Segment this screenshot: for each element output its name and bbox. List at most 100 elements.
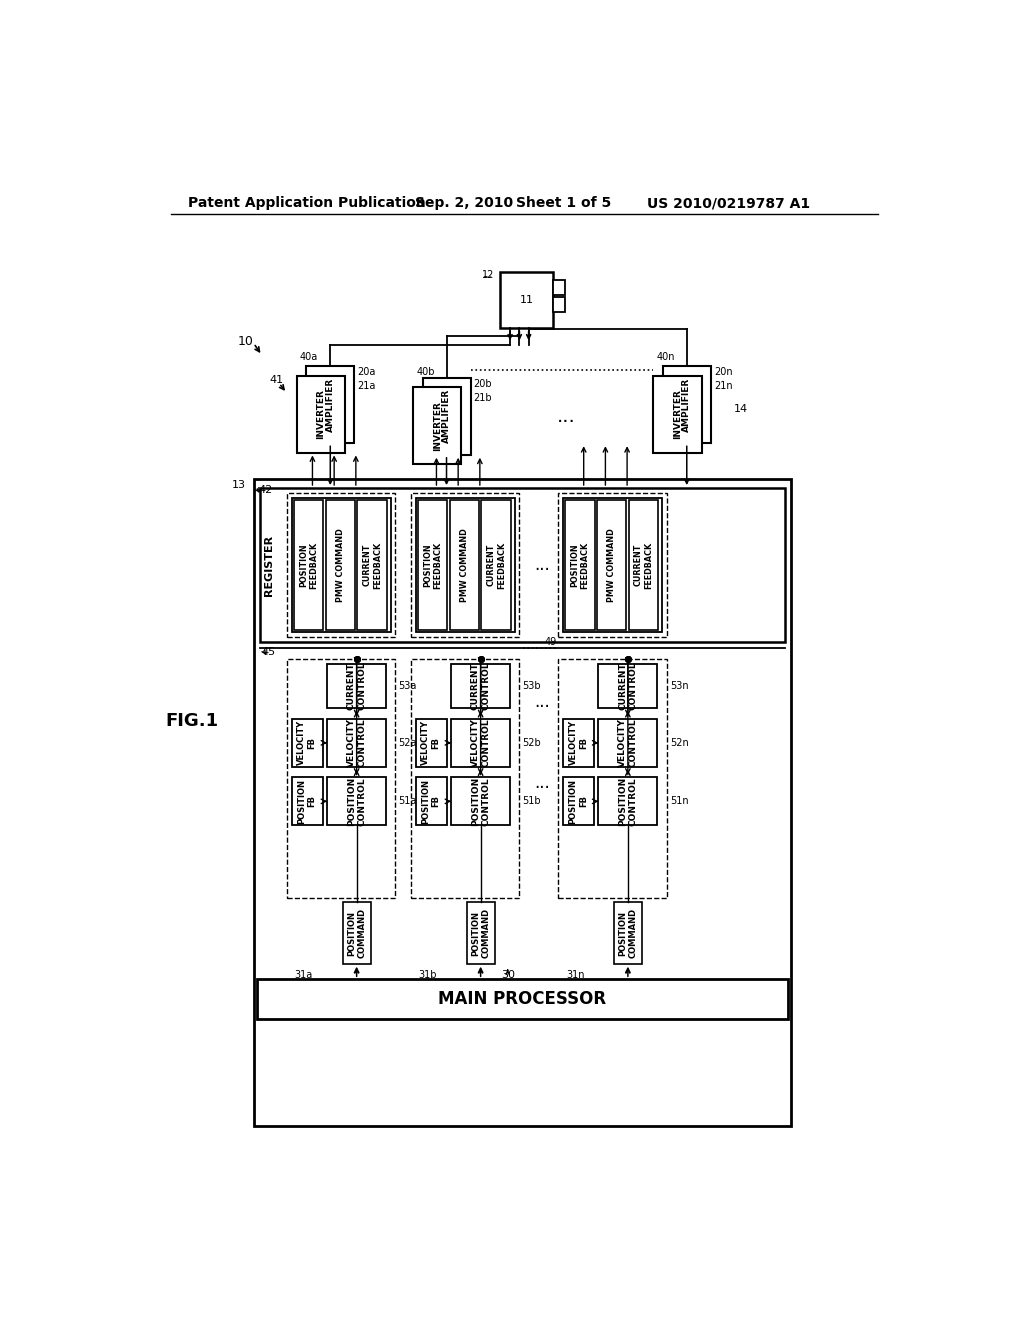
Text: VELOCITY
CONTROL: VELOCITY CONTROL [347,718,367,767]
Text: VELOCITY
CONTROL: VELOCITY CONTROL [471,718,490,767]
Bar [663,367,711,444]
Text: 31b: 31b [419,970,437,979]
Text: 12: 12 [482,271,495,280]
Bar [416,777,446,825]
Text: Patent Application Publication: Patent Application Publication [188,197,426,210]
Text: INVERTER: INVERTER [316,389,326,440]
Bar [416,498,515,632]
Text: CURRENT
CONTROL: CURRENT CONTROL [471,661,490,710]
Text: 41: 41 [269,375,284,385]
Bar [414,387,461,465]
Text: FIG.1: FIG.1 [165,711,218,730]
Text: 52n: 52n [670,738,688,748]
Bar [423,378,471,455]
Bar [452,777,510,825]
Text: 10: 10 [238,335,254,348]
Text: VELOCITY
FB: VELOCITY FB [297,721,316,766]
Bar [598,664,657,708]
Text: ...: ... [535,693,551,711]
Bar [450,500,479,630]
Text: MAIN PROCESSOR: MAIN PROCESSOR [438,990,606,1008]
Bar [411,659,519,898]
Text: POSITION
FB: POSITION FB [297,779,316,824]
Text: AMPLIFIER: AMPLIFIER [326,378,335,432]
Bar [292,498,391,632]
Text: 40a: 40a [300,352,318,362]
Text: PMW COMMAND: PMW COMMAND [460,528,469,602]
Text: 53n: 53n [670,681,688,690]
Bar [411,494,519,636]
Text: 53b: 53b [522,681,541,690]
Bar [418,500,447,630]
Bar [297,376,345,453]
Text: 31a: 31a [295,970,313,979]
Text: US 2010/0219787 A1: US 2010/0219787 A1 [647,197,810,210]
Text: ...: ... [556,407,575,426]
Bar [328,664,386,708]
Text: POSITION
CONTROL: POSITION CONTROL [347,776,367,826]
Bar [287,659,395,898]
Text: 51b: 51b [522,796,541,807]
Text: 49: 49 [544,638,556,647]
Text: INVERTER: INVERTER [433,401,441,450]
Text: 21b: 21b [474,393,493,403]
Bar [467,903,495,964]
Bar [481,500,511,630]
Text: POSITION
COMMAND: POSITION COMMAND [471,908,490,958]
Bar [416,719,446,767]
Text: 21n: 21n [714,381,732,391]
Text: POSITION
FEEDBACK: POSITION FEEDBACK [423,541,442,589]
Text: ~: ~ [481,271,493,284]
Text: 13: 13 [231,480,246,490]
Text: 31n: 31n [566,970,585,979]
Bar [287,494,395,636]
Text: 52b: 52b [522,738,542,748]
Text: 20b: 20b [474,379,493,389]
Bar [500,272,553,327]
Text: 40n: 40n [656,352,675,362]
Text: PMW COMMAND: PMW COMMAND [336,528,345,602]
Text: POSITION
COMMAND: POSITION COMMAND [618,908,638,958]
Text: AMPLIFIER: AMPLIFIER [682,378,691,432]
Bar [563,719,594,767]
Bar [306,367,354,444]
Text: VELOCITY
FB: VELOCITY FB [568,721,588,766]
Text: Sheet 1 of 5: Sheet 1 of 5 [515,197,610,210]
Bar [292,777,323,825]
Text: PMW COMMAND: PMW COMMAND [607,528,616,602]
Bar [294,500,324,630]
Text: 11: 11 [519,296,534,305]
Text: INVERTER: INVERTER [673,389,682,440]
Bar [254,479,792,1126]
Bar [565,500,595,630]
Text: AMPLIFIER: AMPLIFIER [442,389,451,444]
Text: Sep. 2, 2010: Sep. 2, 2010 [415,197,513,210]
Text: POSITION
CONTROL: POSITION CONTROL [618,776,638,826]
Bar [629,500,658,630]
Bar [563,498,662,632]
Text: 14: 14 [734,404,749,413]
Text: CURRENT
FEEDBACK: CURRENT FEEDBACK [634,541,653,589]
Bar [343,903,371,964]
Text: 51n: 51n [670,796,688,807]
Text: 42: 42 [258,486,272,495]
Text: 20a: 20a [357,367,376,378]
Bar [553,280,565,296]
Text: REGISTER: REGISTER [264,535,274,595]
Text: ...: ... [535,774,551,792]
Bar [260,488,785,642]
Text: 20n: 20n [714,367,732,378]
Text: 45: 45 [261,647,275,657]
Bar [257,979,788,1019]
Bar [292,719,323,767]
Text: CURRENT
FEEDBACK: CURRENT FEEDBACK [486,541,506,589]
Text: 53a: 53a [398,681,417,690]
Bar [598,719,657,767]
Bar [558,494,667,636]
Text: POSITION
COMMAND: POSITION COMMAND [347,908,367,958]
Bar [598,777,657,825]
Bar [452,719,510,767]
Bar [357,500,387,630]
Bar [653,376,701,453]
Text: 30: 30 [501,970,515,979]
